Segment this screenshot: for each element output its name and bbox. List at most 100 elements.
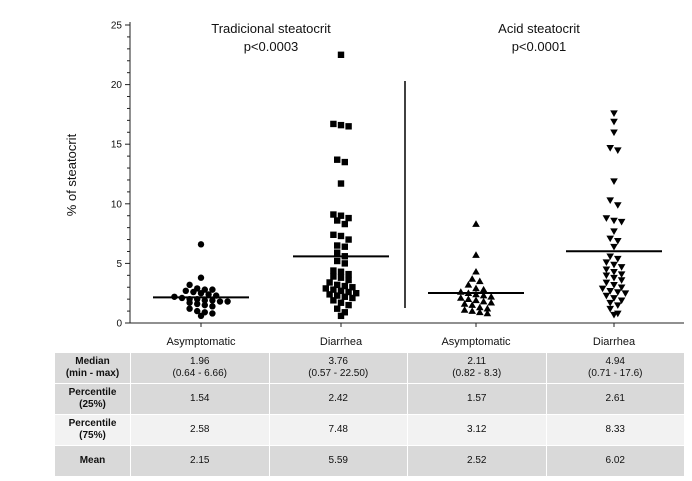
data-point <box>330 273 337 280</box>
table-cell: 2.52 <box>407 445 546 476</box>
data-point <box>337 299 345 306</box>
cell-text: 2.58 <box>190 424 210 435</box>
data-point <box>606 235 614 243</box>
cell-text: 2.11 <box>467 356 487 367</box>
data-point <box>345 236 352 243</box>
data-point <box>345 276 352 284</box>
table-cell: 2.58 <box>130 414 269 445</box>
data-point <box>457 294 465 301</box>
data-point <box>614 289 622 296</box>
data-point <box>464 281 473 288</box>
data-point <box>186 299 193 306</box>
row-header: Median (min - max) <box>55 352 130 383</box>
data-point <box>345 288 352 296</box>
group-title-traditional: Tradicional steatocrit <box>211 21 331 36</box>
data-point <box>186 305 193 312</box>
table-row: Mean 2.15 5.59 2.52 6.02 <box>55 445 684 476</box>
data-point <box>334 242 341 249</box>
data-point <box>341 243 348 250</box>
data-point <box>337 274 345 281</box>
data-point <box>610 228 618 236</box>
data-point <box>334 257 341 265</box>
data-point <box>224 298 231 305</box>
data-point <box>610 282 618 289</box>
data-point <box>610 261 618 269</box>
category-label: Diarrhea <box>593 336 636 348</box>
category-label: Diarrhea <box>320 336 363 348</box>
data-point <box>337 121 345 129</box>
data-point <box>476 308 484 316</box>
data-point <box>186 281 193 289</box>
data-point <box>209 297 216 304</box>
cell-text: (0.57 - 22.50) <box>308 368 369 379</box>
data-point <box>201 301 208 309</box>
table-cell: 1.54 <box>130 383 269 414</box>
data-point <box>334 217 341 224</box>
y-tick-label: 15 <box>111 140 123 151</box>
data-point <box>337 51 345 58</box>
y-axis-label: % of steatocrit <box>64 133 79 216</box>
table-cell: 3.12 <box>407 414 546 445</box>
data-point <box>606 299 614 307</box>
cell-text: 2.42 <box>328 393 348 404</box>
data-point <box>610 274 618 282</box>
data-point <box>330 120 337 128</box>
row-header-text: Percentile <box>68 387 117 398</box>
axes: 0 5 10 15 20 25 <box>111 21 684 330</box>
data-point <box>345 301 352 309</box>
data-point <box>610 243 618 251</box>
data-point <box>209 310 216 317</box>
row-header: Percentile (75%) <box>55 414 130 445</box>
cell-text: 7.48 <box>328 424 348 435</box>
data-point <box>334 156 341 163</box>
data-point <box>617 284 626 292</box>
data-point <box>602 215 611 222</box>
data-marks <box>153 51 662 320</box>
data-point <box>617 264 626 271</box>
data-point <box>330 231 337 238</box>
summary-statistics-table: Median (min - max) 1.96 (0.64 - 6.66) 3.76 (0… <box>55 352 684 476</box>
data-point <box>602 272 611 280</box>
data-point <box>349 294 356 302</box>
cell-text: 2.61 <box>605 393 625 404</box>
cell-text: (0.71 - 17.6) <box>588 368 643 379</box>
data-point <box>326 279 333 286</box>
data-point <box>197 290 205 297</box>
data-point <box>602 279 611 287</box>
data-point <box>341 260 348 267</box>
data-point <box>353 290 360 297</box>
data-point <box>610 178 618 185</box>
data-point <box>479 297 488 305</box>
data-point <box>337 268 345 275</box>
data-point <box>606 305 614 313</box>
data-point <box>483 304 492 312</box>
data-point <box>472 267 480 275</box>
cell-text: 1.96 <box>190 356 210 367</box>
data-point <box>322 285 329 292</box>
data-point <box>337 312 345 320</box>
data-point <box>487 298 495 306</box>
data-point <box>598 285 607 293</box>
data-point <box>472 284 480 292</box>
data-point <box>201 297 208 304</box>
y-tick-label: 10 <box>111 199 123 210</box>
data-point <box>610 129 618 137</box>
data-point <box>209 303 216 310</box>
data-point <box>326 291 333 298</box>
cell-text: 1.54 <box>190 393 210 404</box>
row-header: Percentile (25%) <box>55 383 130 414</box>
row-header-text: (min - max) <box>65 368 120 379</box>
cell-text: 5.59 <box>328 455 348 466</box>
data-point <box>476 303 484 311</box>
table-cell: 7.48 <box>268 414 407 445</box>
data-point <box>614 237 622 245</box>
data-point <box>330 297 337 304</box>
data-point <box>460 300 469 307</box>
data-point <box>614 302 622 309</box>
data-point <box>190 288 197 296</box>
data-point <box>337 212 345 219</box>
data-point <box>216 298 224 305</box>
data-point <box>602 266 611 274</box>
data-point <box>472 220 480 227</box>
cell-text: (0.82 - 8.3) <box>452 368 502 379</box>
